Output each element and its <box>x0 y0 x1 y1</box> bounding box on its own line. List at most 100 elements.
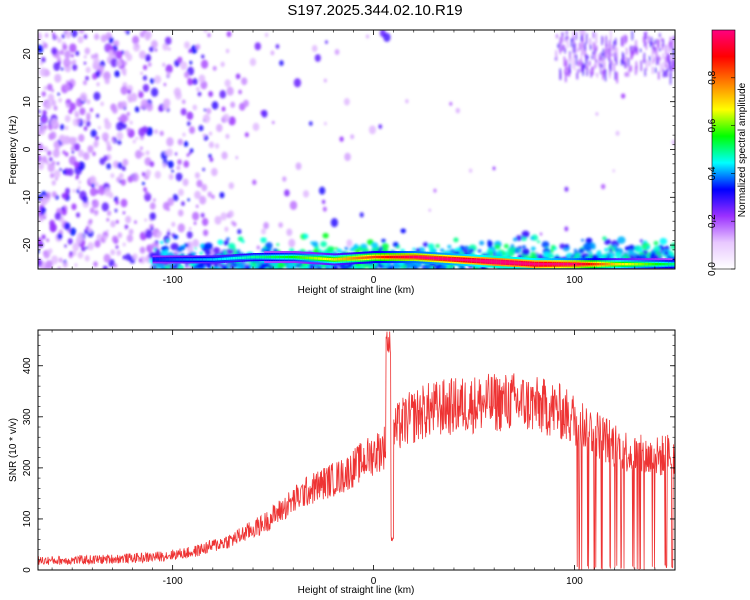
speckle <box>400 265 404 269</box>
speckle <box>589 69 591 74</box>
speckle <box>537 240 541 244</box>
speckle <box>522 245 526 249</box>
speckle <box>365 34 370 39</box>
speckle <box>655 57 658 65</box>
speckle <box>150 87 159 97</box>
speckle <box>58 97 63 103</box>
speckle <box>612 169 615 173</box>
speckle <box>67 168 74 176</box>
speckle <box>167 160 174 169</box>
speckle <box>581 34 584 43</box>
ridge-segment <box>391 255 395 259</box>
speckle <box>142 181 145 186</box>
speckle <box>381 243 389 250</box>
speckle <box>93 261 98 267</box>
speckle <box>120 198 128 208</box>
ridge-segment <box>489 260 493 263</box>
speckle <box>200 59 209 69</box>
speckle <box>188 48 192 54</box>
ridge-segment <box>261 255 266 259</box>
speckle <box>322 232 329 239</box>
speckle <box>128 228 134 235</box>
speckle <box>81 246 86 252</box>
speckle <box>214 215 222 225</box>
ridge-segment <box>409 255 413 259</box>
speckle <box>630 48 632 60</box>
speckle <box>455 107 461 114</box>
speckle <box>57 232 63 240</box>
speckle <box>311 241 319 247</box>
speckle <box>138 258 143 263</box>
speckle <box>321 199 326 204</box>
speckle <box>76 174 80 178</box>
speckle <box>166 239 170 243</box>
speckle <box>231 220 235 225</box>
ridge-segment <box>599 263 603 266</box>
speckle <box>43 146 49 152</box>
speckle <box>201 217 209 226</box>
ridge-segment <box>250 255 255 259</box>
speckle <box>74 110 79 117</box>
speckle <box>581 238 585 242</box>
speckle <box>344 152 351 162</box>
speckle <box>139 246 146 254</box>
speckle <box>585 237 593 244</box>
speckle <box>159 130 164 137</box>
speckle <box>214 263 219 267</box>
speckle <box>65 31 71 39</box>
speckle <box>116 59 123 68</box>
speckle <box>193 221 197 225</box>
speckle <box>154 75 162 84</box>
speckle <box>658 33 661 38</box>
ridge-segment <box>491 260 496 263</box>
speckle <box>62 43 68 51</box>
speckle <box>122 158 129 167</box>
speckle <box>44 33 49 38</box>
speckle <box>187 77 192 83</box>
speckle <box>599 56 602 61</box>
ridge-segment <box>357 256 362 260</box>
ridge-segment <box>346 257 351 260</box>
speckle <box>51 180 56 186</box>
speckle <box>510 243 515 247</box>
ridge-segment <box>621 263 626 266</box>
speckle <box>208 131 213 136</box>
ridge-segment <box>375 255 380 259</box>
speckle <box>208 153 212 158</box>
speckle <box>222 113 230 123</box>
speckle <box>62 169 67 175</box>
ridge-segment <box>462 258 467 262</box>
speckle <box>108 49 114 57</box>
ridge-segment <box>612 263 616 266</box>
speckle <box>624 34 626 44</box>
speckle <box>293 78 302 88</box>
speckle <box>154 48 158 52</box>
ridge-segment <box>565 263 569 266</box>
ridge-segment <box>349 257 353 260</box>
speckle <box>272 120 275 125</box>
speckle <box>609 69 611 79</box>
ridge-segment <box>290 255 295 259</box>
ridge-segment <box>578 263 583 266</box>
speckle <box>643 39 646 44</box>
speckle <box>139 50 146 60</box>
speckle <box>610 58 613 63</box>
speckle <box>145 229 153 239</box>
speckle <box>59 49 65 56</box>
speckle <box>611 44 614 52</box>
speckle <box>166 71 171 77</box>
speckle <box>600 183 606 190</box>
ridge-segment <box>192 258 198 261</box>
colorbar-tick-label: 0.2 <box>707 214 718 228</box>
speckle <box>563 56 566 67</box>
speckle <box>63 58 71 68</box>
speckle <box>116 176 121 183</box>
speckle <box>226 31 232 38</box>
speckle <box>141 152 145 157</box>
colorbar-gradient <box>711 29 736 270</box>
speckle <box>189 126 196 134</box>
speckle <box>521 248 530 256</box>
speckle <box>149 202 156 210</box>
speckle <box>468 168 473 173</box>
speckle <box>189 60 193 65</box>
